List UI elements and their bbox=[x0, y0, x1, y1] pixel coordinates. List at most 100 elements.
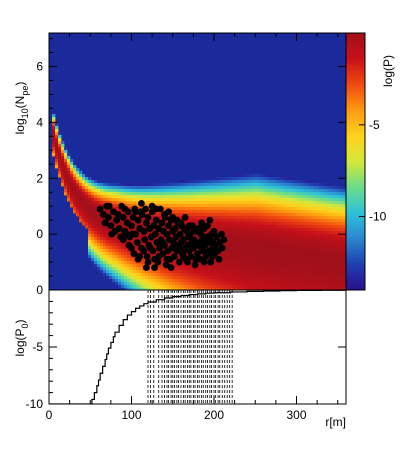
colorbar-ticks: -5 -10 bbox=[359, 118, 387, 224]
scatter-point bbox=[218, 244, 226, 252]
heatmap-y-tick-label: 4 bbox=[36, 115, 43, 129]
colorbar-label: log(P) bbox=[381, 55, 395, 87]
scatter-point bbox=[128, 230, 136, 238]
scatter-point bbox=[220, 236, 228, 244]
scatter-point bbox=[186, 230, 194, 238]
scatter-point bbox=[140, 227, 148, 235]
scatter-point bbox=[105, 202, 113, 210]
scatter-point bbox=[196, 227, 204, 235]
scatter-point bbox=[154, 258, 162, 266]
scatter-point bbox=[162, 261, 170, 269]
scatter-point bbox=[192, 255, 200, 263]
scatter-point bbox=[189, 225, 197, 232]
scatter-point bbox=[210, 227, 218, 235]
probability-y-label-main: log(P bbox=[13, 329, 27, 357]
scatter-point bbox=[177, 219, 185, 227]
scatter-point bbox=[151, 264, 159, 272]
scatter-point bbox=[96, 205, 104, 213]
scatter-point bbox=[180, 236, 187, 244]
heatmap-y-tick-label: 6 bbox=[36, 60, 43, 74]
scatter-point bbox=[213, 247, 220, 255]
heatmap-y-ticks: 0 2 4 6 bbox=[36, 38, 346, 277]
scatter-point bbox=[107, 222, 115, 230]
scatter-point bbox=[129, 213, 137, 221]
scatter-point bbox=[171, 225, 179, 232]
scatter-point bbox=[167, 264, 175, 272]
heatmap-y-tick-label: 2 bbox=[36, 171, 43, 185]
scatter-point bbox=[152, 216, 160, 224]
scatter-point bbox=[218, 230, 225, 238]
scatter-point bbox=[150, 222, 158, 230]
probability-step-line bbox=[49, 290, 346, 404]
probability-y-tick-label: 0 bbox=[36, 283, 43, 297]
scatter-points bbox=[96, 200, 228, 272]
scatter-point bbox=[176, 230, 184, 238]
scatter-point bbox=[133, 239, 141, 246]
probability-panel: 0 -5 -10 0 100 200 300 bbox=[26, 283, 347, 422]
scatter-point bbox=[114, 211, 122, 218]
probability-y-tick-label: -5 bbox=[32, 340, 43, 354]
probability-x-tick-label: 0 bbox=[46, 408, 53, 422]
heatmap-y-label-sub2: pe bbox=[20, 86, 30, 96]
scatter-point bbox=[132, 208, 140, 216]
scatter-point bbox=[187, 253, 195, 260]
scatter-point bbox=[138, 200, 145, 207]
scatter-point bbox=[142, 264, 150, 272]
scatter-point bbox=[204, 222, 211, 230]
scatter-point bbox=[134, 216, 142, 224]
scatter-point bbox=[215, 255, 223, 263]
heatmap-y-tick-label: 0 bbox=[36, 227, 43, 241]
scatter-point bbox=[101, 219, 109, 227]
scatter-point bbox=[140, 247, 148, 255]
scatter-point bbox=[109, 208, 117, 216]
scatter-point bbox=[100, 211, 107, 218]
scatter-point bbox=[204, 250, 212, 258]
scatter-point bbox=[155, 225, 163, 232]
scatter-point bbox=[191, 261, 199, 269]
distance-markers bbox=[147, 290, 233, 404]
scatter-point bbox=[158, 219, 166, 227]
scatter-point bbox=[156, 244, 163, 252]
scatter-point bbox=[152, 205, 160, 213]
colorbar-gradient-rect bbox=[346, 33, 365, 290]
scatter-point bbox=[207, 258, 215, 266]
scatter-point bbox=[199, 247, 207, 255]
probability-y-label-sub: 0 bbox=[20, 323, 30, 328]
heatmap-y-label-close: ) bbox=[13, 82, 27, 86]
scatter-point bbox=[117, 233, 125, 241]
heatmap-y-label-paren: (N bbox=[13, 96, 27, 109]
colorbar: -5 -10 log(P) bbox=[345, 32, 395, 291]
scatter-point bbox=[105, 213, 112, 221]
scatter-point bbox=[171, 241, 179, 249]
probability-x-tick-label: 200 bbox=[204, 408, 224, 422]
scatter-point bbox=[123, 230, 130, 238]
heatmap-y-label-main: log bbox=[13, 118, 27, 134]
heatmap-x-ticks bbox=[48, 33, 339, 41]
scatter-point bbox=[198, 219, 206, 227]
probability-x-ticks: 0 100 200 300 bbox=[46, 396, 339, 422]
scatter-point bbox=[171, 253, 178, 260]
colorbar-tick-label: -5 bbox=[369, 118, 380, 132]
x-axis-label: r[m] bbox=[325, 415, 346, 429]
scatter-point bbox=[113, 216, 121, 224]
scatter-point bbox=[128, 222, 135, 230]
scatter-point bbox=[159, 239, 167, 246]
scatter-point bbox=[200, 258, 208, 266]
scatter-point bbox=[155, 253, 163, 260]
scatter-point bbox=[144, 258, 152, 266]
probability-x-tick-label: 300 bbox=[286, 408, 306, 422]
scatter-point bbox=[130, 250, 138, 258]
scatter-point bbox=[175, 258, 183, 266]
colorbar-frame bbox=[345, 32, 366, 291]
scatter-point bbox=[181, 213, 189, 221]
scatter-point bbox=[142, 219, 150, 227]
scatter-point bbox=[152, 230, 159, 238]
scatter-point bbox=[165, 208, 173, 216]
heatmap-panel: 0 2 4 6 bbox=[36, 32, 347, 291]
scatter-point bbox=[121, 205, 129, 213]
scatter-point bbox=[141, 236, 149, 244]
probability-y-label: log(P0) bbox=[13, 319, 30, 356]
scatter-point bbox=[125, 241, 133, 249]
scatter-point bbox=[119, 213, 127, 221]
